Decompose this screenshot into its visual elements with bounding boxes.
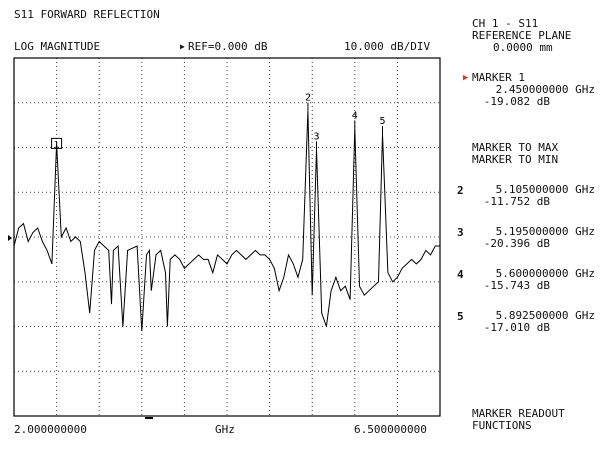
- marker-3-frequency: 5.195000000 GHz: [495, 225, 595, 238]
- trace-markers: 1 2 3 4 5: [51, 93, 386, 150]
- active-marker-label[interactable]: MARKER 1: [472, 71, 525, 84]
- reference-plane-label: REFERENCE PLANE: [472, 29, 572, 42]
- s11-trace-line: [13, 110, 440, 332]
- marker-5-label: 5: [379, 116, 385, 127]
- marker-readout-functions-button[interactable]: MARKER READOUT: [472, 407, 565, 420]
- reference-level: REF=0.000 dB: [188, 40, 268, 53]
- scale-per-division: 10.000 dB/DIV: [344, 40, 431, 53]
- active-marker-level: -19.082 dB: [483, 95, 550, 108]
- marker-readout-functions-button-line2[interactable]: FUNCTIONS: [472, 419, 532, 432]
- reference-plane-value: 0.0000 mm: [493, 41, 553, 54]
- marker-4-number: 4: [457, 268, 464, 281]
- x-start-label: 2.000000000: [14, 423, 87, 436]
- marker-5-level: -17.010 dB: [483, 321, 550, 334]
- marker-2-number: 2: [457, 184, 464, 197]
- x-axis-center-tick: [145, 417, 153, 419]
- plot-border: [13, 57, 441, 417]
- marker-4-level: -15.743 dB: [483, 279, 550, 292]
- marker-3-number: 3: [457, 226, 464, 239]
- marker-4-frequency: 5.600000000 GHz: [495, 267, 595, 280]
- marker-5-frequency: 5.892500000 GHz: [495, 309, 595, 322]
- marker-3-label: 3: [313, 131, 319, 142]
- x-unit-label: GHz: [215, 423, 235, 436]
- format-label: LOG MAGNITUDE: [14, 40, 101, 53]
- ref-triangle-icon: ▶: [180, 42, 185, 51]
- active-marker-arrow-icon: ▶: [463, 73, 469, 83]
- marker-4-label: 4: [352, 110, 358, 121]
- plot-grid: [14, 58, 440, 416]
- marker-to-max-button[interactable]: MARKER TO MAX: [472, 141, 559, 154]
- ref-position-arrow: [8, 235, 12, 241]
- active-marker-frequency: 2.450000000 GHz: [495, 83, 595, 96]
- marker-5-number: 5: [457, 310, 464, 323]
- marker-2-level: -11.752 dB: [483, 195, 550, 208]
- marker-2-frequency: 5.105000000 GHz: [495, 183, 595, 196]
- marker-1-box: [51, 137, 63, 149]
- marker-1-label: 1: [54, 140, 59, 150]
- marker-2-label: 2: [305, 93, 311, 104]
- screen-title: S11 FORWARD REFLECTION: [14, 8, 160, 21]
- channel-label: CH 1 - S11: [472, 17, 539, 30]
- marker-to-min-button[interactable]: MARKER TO MIN: [472, 153, 559, 166]
- marker-3-level: -20.396 dB: [483, 237, 550, 250]
- x-stop-label: 6.500000000: [354, 423, 427, 436]
